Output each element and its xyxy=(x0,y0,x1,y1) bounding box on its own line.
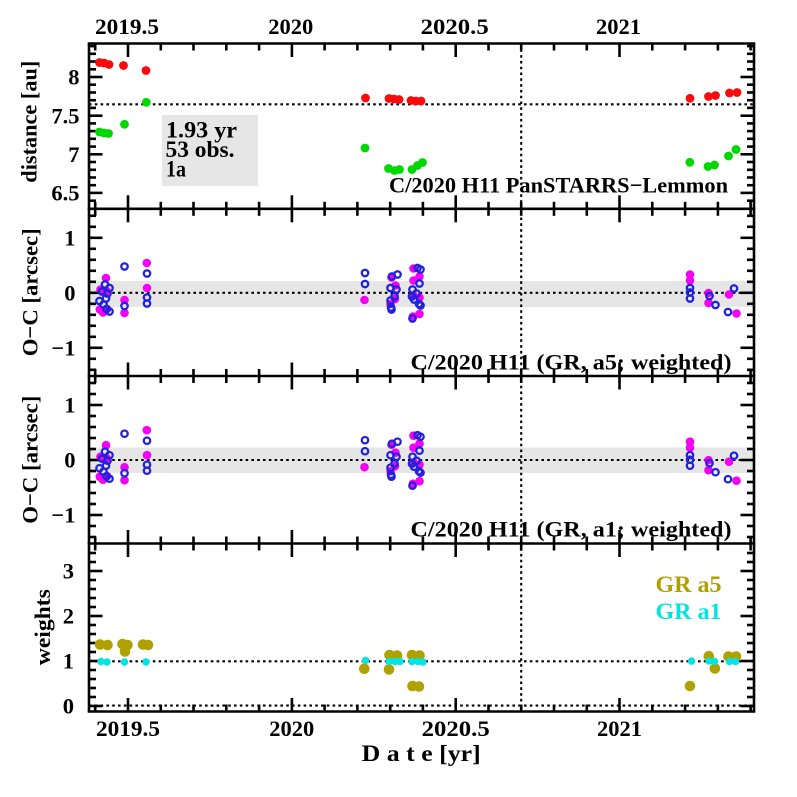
svg-text:1a: 1a xyxy=(166,157,186,182)
svg-text:2019.5: 2019.5 xyxy=(95,14,159,39)
svg-text:7.5: 7.5 xyxy=(51,103,79,128)
svg-text:1: 1 xyxy=(63,649,74,674)
svg-text:D a t e [yr]: D a t e [yr] xyxy=(362,741,481,766)
svg-text:1.93 yr: 1.93 yr xyxy=(166,118,237,143)
svg-text:1: 1 xyxy=(64,226,75,251)
svg-text:O−C [arcsec]: O−C [arcsec] xyxy=(18,396,43,524)
svg-text:C/2020 H11 (GR, a5; weighted): C/2020 H11 (GR, a5; weighted) xyxy=(411,349,732,374)
svg-text:8: 8 xyxy=(68,65,79,90)
svg-text:6.5: 6.5 xyxy=(51,181,79,206)
svg-text:GR a1: GR a1 xyxy=(656,599,722,624)
svg-text:O−C [arcsec]: O−C [arcsec] xyxy=(18,228,43,356)
svg-text:−1: −1 xyxy=(51,336,75,361)
svg-text:C/2020 H11 (GR, a1; weighted): C/2020 H11 (GR, a1; weighted) xyxy=(411,517,732,542)
svg-text:2020.5: 2020.5 xyxy=(422,716,490,741)
svg-text:C/2020 H11 PanSTARRS−Lemmon: C/2020 H11 PanSTARRS−Lemmon xyxy=(389,173,728,198)
svg-text:0: 0 xyxy=(64,448,75,473)
svg-text:7: 7 xyxy=(68,142,79,167)
svg-text:2021: 2021 xyxy=(596,14,641,39)
svg-text:0: 0 xyxy=(64,281,75,306)
svg-text:distance [au]: distance [au] xyxy=(17,61,42,183)
svg-text:2020.5: 2020.5 xyxy=(421,14,489,39)
svg-text:2020: 2020 xyxy=(269,716,314,741)
svg-text:3: 3 xyxy=(63,559,74,584)
svg-text:53 obs.: 53 obs. xyxy=(166,137,235,162)
svg-text:2019.5: 2019.5 xyxy=(96,716,160,741)
svg-text:2020: 2020 xyxy=(268,14,313,39)
svg-text:−1: −1 xyxy=(51,503,75,528)
svg-text:1: 1 xyxy=(64,393,75,418)
svg-text:weights: weights xyxy=(30,589,55,665)
svg-text:GR a5: GR a5 xyxy=(656,572,722,597)
svg-text:2021: 2021 xyxy=(597,716,642,741)
svg-text:0: 0 xyxy=(63,694,74,719)
svg-text:2: 2 xyxy=(63,604,74,629)
